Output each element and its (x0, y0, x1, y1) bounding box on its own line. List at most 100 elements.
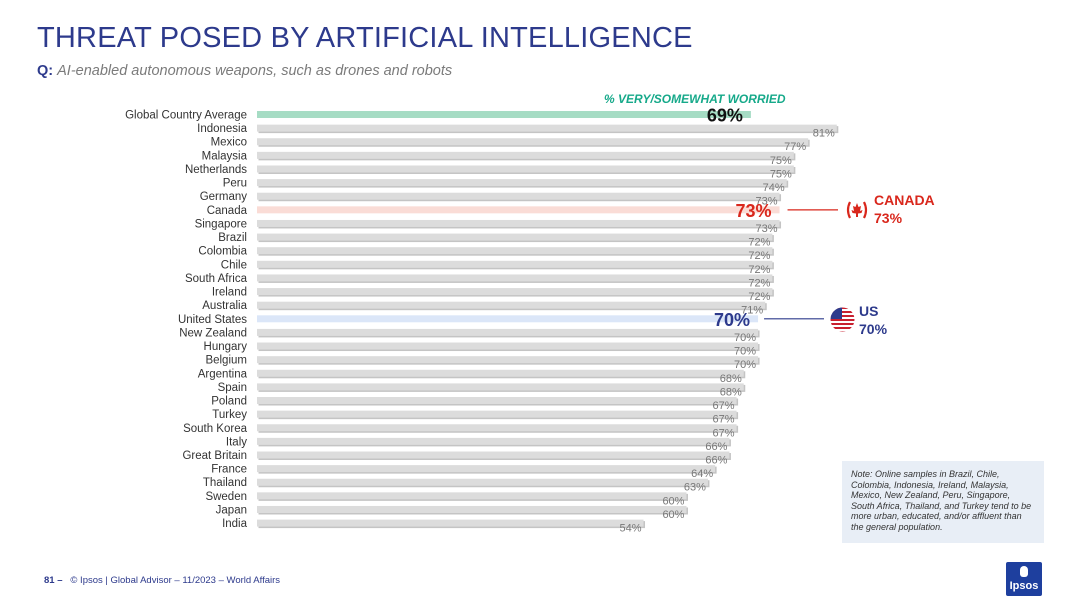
value-label-south-africa: 72% (748, 277, 770, 289)
page-title: THREAT POSED BY ARTIFICIAL INTELLIGENCE (37, 22, 693, 54)
value-label-sweden: 60% (662, 495, 684, 507)
page-number: 81 – (44, 575, 63, 586)
bar-thailand (257, 478, 708, 486)
value-label-poland: 67% (713, 400, 735, 412)
measure-label: % VERY/SOMEWHAT WORRIED (604, 92, 786, 106)
bar-global-country-average (257, 111, 751, 118)
category-label-sweden: Sweden (205, 491, 247, 503)
category-label-ireland: Ireland (212, 287, 247, 299)
methodology-note: Note: Online samples in Brazil, Chile, C… (842, 461, 1044, 543)
category-label-poland: Poland (211, 396, 247, 408)
bar-germany (257, 192, 780, 200)
us-callout-name: US (859, 303, 879, 319)
category-label-global-country-average: Global Country Average (125, 110, 247, 122)
value-label-france: 64% (691, 468, 713, 480)
category-label-chile: Chile (221, 259, 247, 271)
bar-hungary (257, 342, 759, 350)
bar-united-states (257, 315, 759, 323)
value-label-japan: 60% (662, 509, 684, 521)
category-label-indonesia: Indonesia (197, 123, 247, 135)
value-label-indonesia: 81% (813, 128, 835, 140)
bar-colombia (257, 247, 773, 255)
value-label-turkey: 67% (713, 414, 735, 426)
bar-indonesia (257, 124, 837, 132)
bar-spain (257, 383, 744, 391)
category-label-hungary: Hungary (204, 341, 248, 353)
value-label-south-korea: 67% (713, 427, 735, 439)
value-label-chile: 72% (748, 264, 770, 276)
bar-canada (257, 206, 780, 214)
category-label-great-britain: Great Britain (182, 450, 247, 462)
bar-argentina (257, 369, 744, 377)
bar-turkey (257, 410, 737, 418)
us-callout-value: 70% (859, 321, 888, 337)
value-label-united-states: 70% (714, 310, 750, 330)
value-label-belgium: 70% (734, 359, 756, 371)
bar-india (257, 519, 644, 527)
category-label-singapore: Singapore (195, 218, 247, 230)
category-label-south-africa: South Africa (185, 273, 248, 285)
value-label-italy: 66% (705, 441, 727, 453)
bar-japan (257, 505, 687, 513)
value-label-singapore: 73% (756, 223, 778, 235)
value-label-spain: 68% (720, 386, 742, 398)
category-label-thailand: Thailand (203, 477, 247, 489)
category-label-belgium: Belgium (205, 355, 247, 367)
category-label-peru: Peru (223, 178, 247, 190)
bar-mexico (257, 138, 809, 146)
value-label-new-zealand: 70% (734, 332, 756, 344)
bar-south-africa (257, 274, 773, 282)
category-label-argentina: Argentina (198, 368, 248, 380)
bar-malaysia (257, 151, 794, 159)
category-label-brazil: Brazil (218, 232, 247, 244)
bar-netherlands (257, 165, 794, 173)
canada-callout-name: CANADA (874, 192, 935, 208)
category-label-united-states: United States (178, 314, 247, 326)
category-label-mexico: Mexico (211, 137, 247, 149)
category-label-malaysia: Malaysia (202, 150, 248, 162)
value-label-great-britain: 66% (705, 455, 727, 467)
footer-source: © Ipsos | Global Advisor – 11/2023 – Wor… (70, 575, 281, 586)
bar-new-zealand (257, 328, 759, 336)
value-label-thailand: 63% (684, 482, 706, 494)
value-label-india: 54% (620, 523, 642, 535)
bar-australia (257, 301, 766, 309)
bar-france (257, 465, 716, 473)
value-label-ireland: 72% (748, 291, 770, 303)
bar-sweden (257, 492, 687, 500)
logo-mark-icon (1020, 566, 1028, 577)
value-label-australia: 71% (741, 305, 763, 317)
value-label-brazil: 72% (748, 237, 770, 249)
bar-ireland (257, 288, 773, 296)
bar-singapore (257, 219, 780, 227)
bar-poland (257, 397, 737, 405)
bar-belgium (257, 356, 759, 364)
value-label-netherlands: 75% (770, 168, 792, 180)
bar-peru (257, 179, 787, 187)
category-label-japan: Japan (216, 504, 247, 516)
ipsos-logo: Ipsos (1006, 562, 1042, 596)
canada-callout-value: 73% (874, 210, 903, 226)
category-label-spain: Spain (218, 382, 247, 394)
survey-question: Q: AI-enabled autonomous weapons, such a… (37, 63, 452, 79)
category-label-turkey: Turkey (212, 409, 247, 421)
bar-chile (257, 260, 773, 268)
bar-brazil (257, 233, 773, 241)
value-label-colombia: 72% (748, 250, 770, 262)
category-label-canada: Canada (207, 205, 248, 217)
value-label-malaysia: 75% (770, 155, 792, 167)
question-label: Q: (37, 63, 54, 79)
category-label-new-zealand: New Zealand (179, 327, 247, 339)
category-label-netherlands: Netherlands (185, 164, 247, 176)
us-flag-icon (830, 307, 855, 332)
category-label-germany: Germany (200, 191, 248, 203)
value-label-peru: 74% (763, 182, 785, 194)
logo-text: Ipsos (1009, 580, 1039, 592)
question-text: AI-enabled autonomous weapons, such as d… (57, 63, 453, 79)
bar-great-britain (257, 451, 730, 459)
value-label-canada: 73% (736, 201, 772, 221)
category-label-south-korea: South Korea (183, 423, 248, 435)
category-label-france: France (211, 464, 247, 476)
value-label-mexico: 77% (784, 141, 806, 153)
